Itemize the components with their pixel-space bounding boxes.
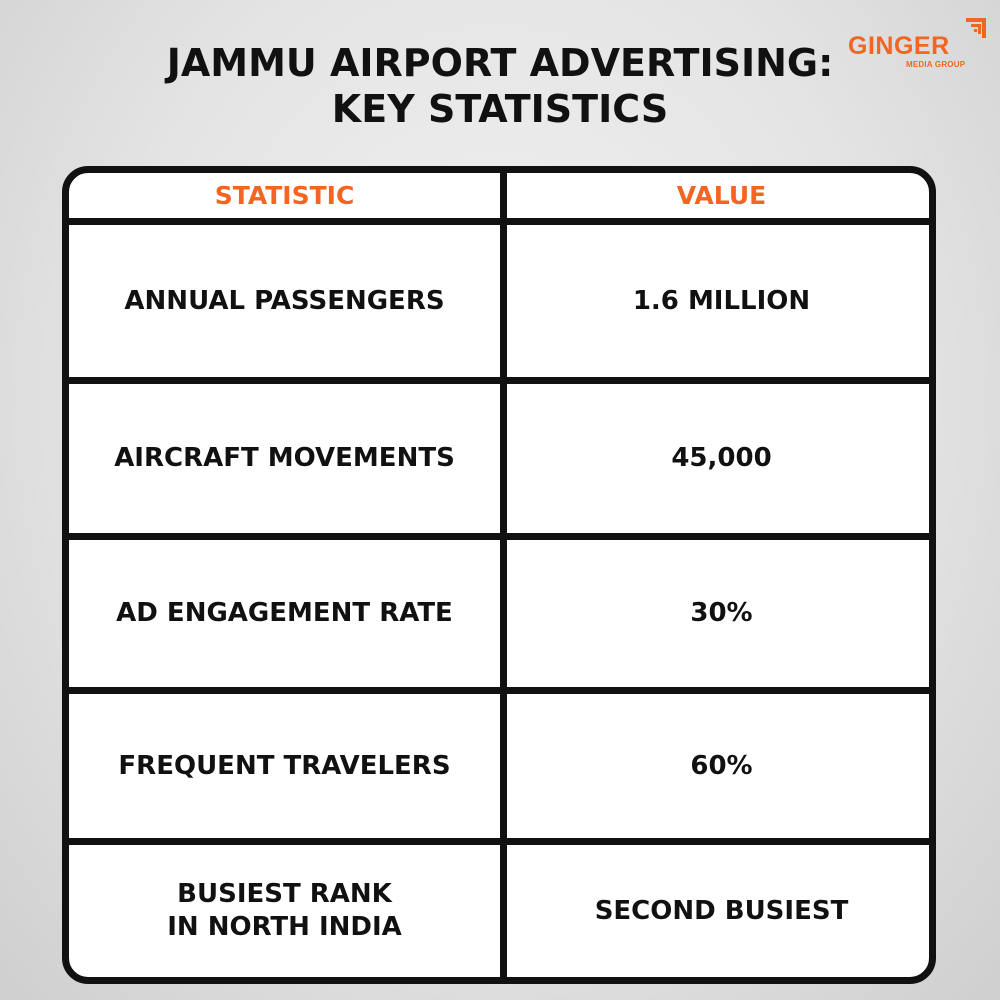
title-line-2: KEY STATISTICS <box>331 87 669 131</box>
logo-subtitle: MEDIA GROUP <box>906 60 966 69</box>
row-3-statistic: AD ENGAGEMENT RATE <box>116 598 453 628</box>
row-2-statistic: AIRCRAFT MOVEMENTS <box>114 443 455 473</box>
statistics-table: STATISTIC VALUE ANNUAL PASSENGERS 1.6 MI… <box>62 166 936 984</box>
signal-corner-icon <box>966 18 986 38</box>
row-5-value: SECOND BUSIEST <box>594 895 849 926</box>
header-statistic: STATISTIC <box>214 181 355 210</box>
ginger-media-group-logo: GINGER MEDIA GROUP <box>848 18 988 74</box>
row-1-statistic: ANNUAL PASSENGERS <box>124 285 445 316</box>
title-line-1: JAMMU AIRPORT ADVERTISING: <box>166 41 834 85</box>
header-value: VALUE <box>676 181 767 210</box>
row-divider <box>69 218 929 225</box>
row-5-statistic: BUSIEST RANK IN NORTH INDIA <box>167 879 402 942</box>
row-divider <box>69 687 929 694</box>
row-4-statistic: FREQUENT TRAVELERS <box>118 750 451 781</box>
row-divider <box>69 377 929 384</box>
column-divider <box>500 173 507 977</box>
row-2-value: 45,000 <box>671 443 772 473</box>
page-title: JAMMU AIRPORT ADVERTISING: KEY STATISTIC… <box>0 40 1000 132</box>
row-1-value: 1.6 MILLION <box>632 285 811 316</box>
logo-wordmark: GINGER <box>848 32 950 60</box>
row-divider <box>69 838 929 845</box>
row-3-value: 30% <box>690 598 753 628</box>
row-4-value: 60% <box>690 750 753 781</box>
row-divider <box>69 533 929 540</box>
